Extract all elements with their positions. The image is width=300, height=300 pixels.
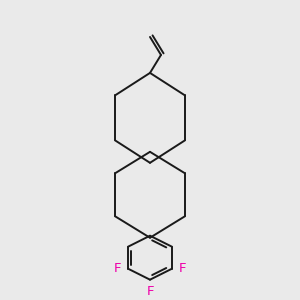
Text: F: F [113, 262, 121, 275]
Text: F: F [179, 262, 187, 275]
Text: F: F [146, 285, 154, 298]
